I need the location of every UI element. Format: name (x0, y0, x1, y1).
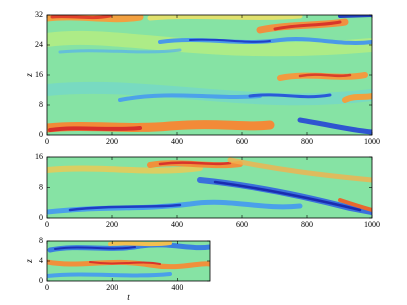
y-tick-label: 4 (39, 256, 43, 265)
y-tick-label: 0 (39, 130, 43, 139)
x-axis-label: t (127, 292, 130, 302)
x-tick-label: 400 (171, 220, 183, 229)
y-tick-label: 16 (35, 152, 43, 161)
x-tick-label: 800 (301, 220, 313, 229)
x-tick-label: 600 (236, 137, 248, 146)
heatmap-field (47, 15, 372, 135)
x-tick-label: 600 (236, 220, 248, 229)
x-tick-label: 0 (45, 283, 49, 292)
x-tick-label: 0 (45, 220, 49, 229)
y-tick-label: 8 (39, 100, 43, 109)
x-tick-label: 200 (106, 137, 118, 146)
x-tick-label: 800 (301, 137, 313, 146)
x-tick-label: 200 (106, 220, 118, 229)
y-axis-label: z (24, 259, 34, 264)
x-tick-label: 400 (171, 283, 183, 292)
y-tick-label: 0 (39, 276, 43, 285)
x-tick-label: 0 (45, 137, 49, 146)
y-tick-label: 0 (39, 213, 43, 222)
y-tick-label: 16 (35, 70, 43, 79)
heatmap-field (47, 157, 372, 218)
y-tick-label: 8 (39, 236, 43, 245)
y-tick-label: 8 (39, 182, 43, 191)
heatmap-field (47, 241, 210, 281)
y-tick-label: 32 (35, 10, 43, 19)
x-tick-label: 1000 (364, 220, 380, 229)
y-tick-label: 24 (35, 40, 43, 49)
x-tick-label: 200 (106, 283, 118, 292)
x-tick-label: 400 (171, 137, 183, 146)
y-axis-label: z (24, 73, 34, 78)
x-tick-label: 1000 (364, 137, 380, 146)
